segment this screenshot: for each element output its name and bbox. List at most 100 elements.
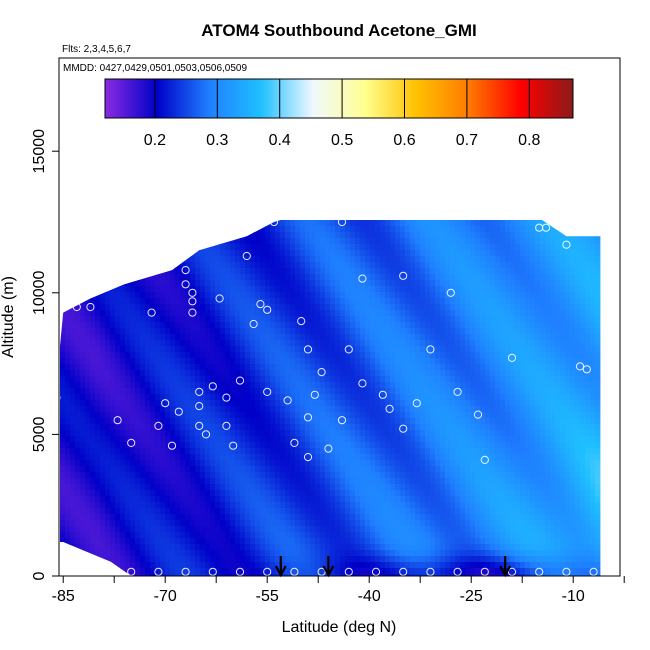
heatmap-cell: [495, 400, 501, 407]
heatmap-cell: [575, 244, 581, 251]
heatmap-cell: [270, 364, 276, 371]
heatmap-cell: [95, 388, 101, 395]
heatmap-cell: [565, 418, 571, 425]
heatmap-cell: [350, 274, 356, 281]
heatmap-cell: [460, 400, 466, 407]
heatmap-cell: [200, 460, 206, 467]
heatmap-cell: [165, 460, 171, 467]
heatmap-cell: [105, 328, 111, 335]
heatmap-cell: [95, 454, 101, 461]
heatmap-cell: [345, 280, 351, 287]
heatmap-cell: [180, 376, 186, 383]
heatmap-cell: [590, 352, 596, 359]
heatmap-cell: [585, 430, 591, 437]
heatmap-cell: [500, 268, 506, 275]
heatmap-cell: [515, 418, 521, 425]
heatmap-cell: [335, 406, 341, 413]
heatmap-cell: [410, 460, 416, 467]
heatmap-cell: [540, 472, 546, 479]
heatmap-cell: [135, 442, 141, 449]
heatmap-cell: [490, 466, 496, 473]
heatmap-cell: [365, 436, 371, 443]
heatmap-cell: [190, 382, 196, 389]
heatmap-cell: [375, 424, 381, 431]
heatmap-cell: [250, 430, 256, 437]
heatmap-cell: [85, 478, 91, 485]
heatmap-cell: [415, 226, 421, 233]
heatmap-cell: [380, 262, 386, 269]
heatmap-cell: [160, 328, 166, 335]
heatmap-cell: [535, 238, 541, 245]
heatmap-cell: [285, 280, 291, 287]
heatmap-cell: [115, 304, 121, 311]
heatmap-cell: [85, 322, 91, 329]
heatmap-cell: [455, 286, 461, 293]
heatmap-cell: [360, 430, 366, 437]
heatmap-cell: [590, 436, 596, 443]
heatmap-cell: [305, 412, 311, 419]
heatmap-cell: [165, 226, 171, 233]
heatmap-cell: [485, 478, 491, 485]
heatmap-cell: [425, 328, 431, 335]
heatmap-cell: [515, 280, 521, 287]
heatmap-cell: [165, 406, 171, 413]
heatmap-cell: [180, 220, 186, 227]
heatmap-cell: [575, 232, 581, 239]
heatmap-cell: [560, 286, 566, 293]
heatmap-cell: [305, 274, 311, 281]
heatmap-cell: [90, 244, 96, 251]
heatmap-cell: [260, 376, 266, 383]
heatmap-cell: [505, 412, 511, 419]
heatmap-cell: [455, 292, 461, 299]
heatmap-cell: [60, 310, 66, 317]
heatmap-cell: [560, 316, 566, 323]
heatmap-cell: [495, 340, 501, 347]
heatmap-cell: [245, 364, 251, 371]
heatmap-cell: [520, 280, 526, 287]
heatmap-cell: [220, 340, 226, 347]
heatmap-cell: [515, 346, 521, 353]
heatmap-cell: [445, 430, 451, 437]
heatmap-cell: [430, 466, 436, 473]
heatmap-cell: [270, 454, 276, 461]
heatmap-cell: [405, 484, 411, 491]
heatmap-cell: [430, 238, 436, 245]
heatmap-cell: [420, 448, 426, 455]
heatmap-cell: [95, 310, 101, 317]
heatmap-cell: [200, 268, 206, 275]
heatmap-cell: [350, 238, 356, 245]
heatmap-cell: [420, 304, 426, 311]
heatmap-cell: [85, 280, 91, 287]
heatmap-cell: [510, 232, 516, 239]
heatmap-cell: [545, 226, 551, 233]
heatmap-cell: [445, 298, 451, 305]
heatmap-cell: [145, 316, 151, 323]
heatmap-cell: [255, 346, 261, 353]
heatmap-cell: [430, 376, 436, 383]
heatmap-cell: [315, 376, 321, 383]
heatmap-cell: [165, 316, 171, 323]
heatmap-cell: [235, 376, 241, 383]
heatmap-cell: [180, 310, 186, 317]
heatmap-cell: [495, 256, 501, 263]
heatmap-cell: [340, 364, 346, 371]
heatmap-cell: [210, 250, 216, 257]
heatmap-cell: [185, 448, 191, 455]
heatmap-cell: [410, 298, 416, 305]
heatmap-cell: [455, 232, 461, 239]
heatmap-cell: [475, 304, 481, 311]
heatmap-cell: [130, 340, 136, 347]
heatmap-cell: [245, 394, 251, 401]
heatmap-cell: [90, 394, 96, 401]
heatmap-cell: [585, 286, 591, 293]
heatmap-cell: [530, 316, 536, 323]
heatmap-cell: [530, 268, 536, 275]
heatmap-cell: [365, 310, 371, 317]
heatmap-cell: [425, 478, 431, 485]
heatmap-cell: [100, 364, 106, 371]
heatmap-cell: [90, 340, 96, 347]
heatmap-cell: [265, 250, 271, 257]
heatmap-cell: [170, 232, 176, 239]
heatmap-cell: [530, 442, 536, 449]
heatmap-cell: [565, 328, 571, 335]
